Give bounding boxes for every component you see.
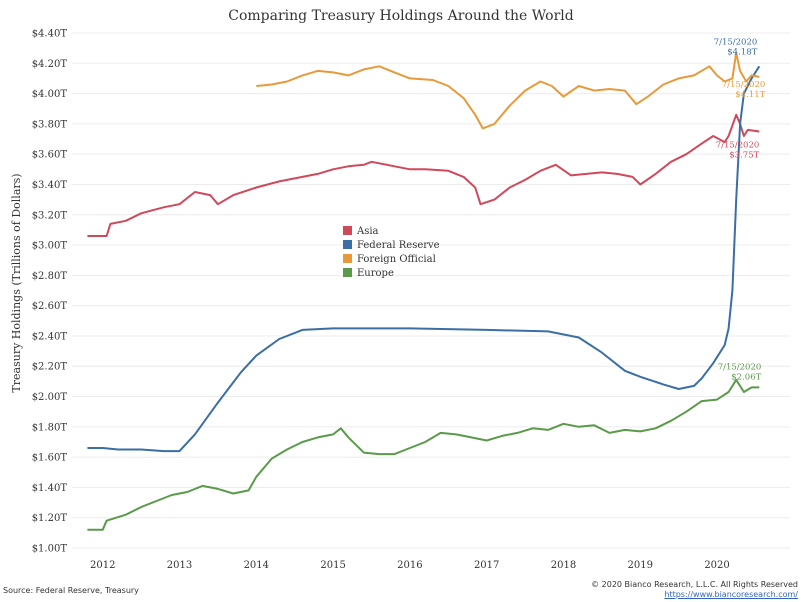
y-tick-label: $3.00T xyxy=(32,241,68,252)
x-tick-label: 2016 xyxy=(397,560,422,571)
x-tick-label: 2013 xyxy=(167,560,192,571)
chart-title: Comparing Treasury Holdings Around the W… xyxy=(228,8,573,24)
y-tick-label: $3.20T xyxy=(32,210,68,221)
y-tick-label: $1.20T xyxy=(32,513,68,524)
y-tick-label: $2.20T xyxy=(32,362,68,373)
y-tick-label: $2.40T xyxy=(32,331,68,342)
series-line-asia xyxy=(87,113,760,237)
y-tick-label: $1.60T xyxy=(32,453,68,464)
y-tick-label: $4.00T xyxy=(32,89,68,100)
legend-label: Federal Reserve xyxy=(357,240,440,251)
y-tick-label: $1.40T xyxy=(32,483,68,494)
y-tick-label: $2.80T xyxy=(32,271,68,282)
legend-label: Europe xyxy=(357,268,394,279)
y-tick-label: $3.40T xyxy=(32,180,68,191)
y-tick-label: $4.20T xyxy=(32,59,68,70)
series-lines xyxy=(87,51,761,531)
legend-swatch xyxy=(343,254,352,263)
end-label-date: 7/15/2020 xyxy=(718,362,762,372)
end-label-value: $3.75T xyxy=(729,150,759,160)
x-tick-label: 2012 xyxy=(90,560,115,571)
y-tick-label: $1.00T xyxy=(32,544,68,555)
end-label-date: 7/15/2020 xyxy=(716,140,760,150)
y-tick-label: $2.60T xyxy=(32,301,68,312)
x-tick-label: 2014 xyxy=(244,560,269,571)
x-tick-label: 2019 xyxy=(628,560,653,571)
legend: Asia Federal Reserve Foreign Official Europ… xyxy=(343,226,440,279)
legend-label: Foreign Official xyxy=(357,254,436,265)
series-line-europe xyxy=(87,378,760,531)
y-tick-label: $3.80T xyxy=(32,119,68,130)
x-axis-ticks: 2012 2013 2014 2015 2016 2017 2018 2019 2020 xyxy=(90,560,730,571)
source-url-link[interactable]: https://www.biancoresearch.com/ xyxy=(664,590,798,599)
y-tick-label: $3.60T xyxy=(32,150,68,161)
legend-swatch xyxy=(343,226,352,235)
y-axis-ticks: $1.00T $1.20T $1.40T $1.60T $1.80T $2.00T $2.2… xyxy=(32,29,68,555)
y-tick-label: $1.80T xyxy=(32,422,68,433)
copyright-block: © 2020 Bianco Research, L.L.C. All Right… xyxy=(591,580,798,600)
end-label-date: 7/15/2020 xyxy=(722,80,766,90)
end-label-value: $4.18T xyxy=(727,47,757,57)
series-line-foreign-official xyxy=(256,51,760,130)
copyright-text: © 2020 Bianco Research, L.L.C. All Right… xyxy=(591,580,798,589)
x-tick-label: 2015 xyxy=(320,560,345,571)
x-tick-label: 2020 xyxy=(704,560,729,571)
source-note: Source: Federal Reserve, Treasury xyxy=(3,586,139,595)
y-axis-label: Treasury Holdings (Trillions of Dollars) xyxy=(10,173,23,392)
end-label-value: $4.11T xyxy=(735,90,765,100)
series-line-federal-reserve xyxy=(87,65,761,453)
x-tick-label: 2017 xyxy=(474,560,499,571)
y-tick-label: $4.40T xyxy=(32,29,68,40)
legend-label: Asia xyxy=(356,226,379,237)
legend-swatch xyxy=(343,268,352,277)
x-tick-label: 2018 xyxy=(551,560,576,571)
legend-swatch xyxy=(343,240,352,249)
end-label-date: 7/15/2020 xyxy=(714,37,758,47)
gridlines xyxy=(72,32,790,549)
y-tick-label: $2.00T xyxy=(32,392,68,403)
end-labels: 7/15/2020$3.75T7/15/2020$4.18T7/15/2020$… xyxy=(714,37,766,382)
end-label-value: $2.06T xyxy=(731,372,761,382)
